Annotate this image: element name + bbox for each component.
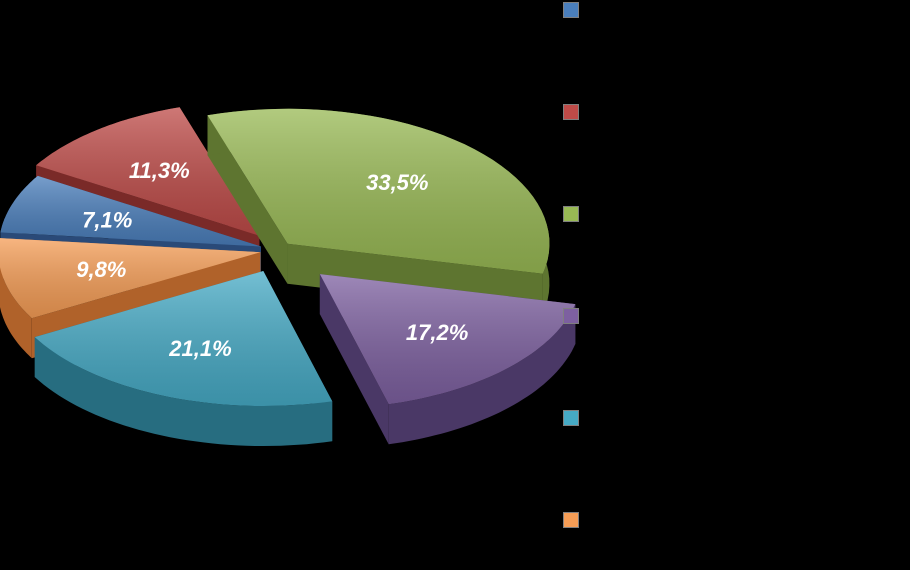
labels-layer: 7,1% 11,3% 33,5% 17,2% 21,1% 9,8% bbox=[76, 158, 468, 361]
pie-slice-edge-end-4 bbox=[319, 274, 389, 445]
pie-slice-side-5 bbox=[34, 337, 333, 446]
legend-item-3 bbox=[563, 206, 581, 224]
data-label-3: 33,5% bbox=[366, 170, 428, 195]
legend-swatch-3 bbox=[563, 206, 579, 222]
legend-swatch-2 bbox=[563, 104, 579, 120]
legend-item-6 bbox=[563, 512, 581, 530]
legend-item-5 bbox=[563, 410, 581, 428]
pie-slice-3 bbox=[207, 108, 550, 314]
data-label-6: 9,8% bbox=[76, 257, 126, 282]
pie-slice-5 bbox=[34, 271, 333, 446]
pie-slice-shine-6 bbox=[0, 238, 261, 319]
pie-slice-shine-3 bbox=[207, 108, 550, 274]
pie-slice-side-6 bbox=[0, 267, 32, 359]
pie-slice-shine-4 bbox=[319, 274, 576, 405]
data-label-4: 17,2% bbox=[406, 320, 468, 345]
legend-item-4 bbox=[563, 308, 581, 326]
legend-swatch-4 bbox=[563, 308, 579, 324]
legend-swatch-5 bbox=[563, 410, 579, 426]
data-label-1: 7,1% bbox=[82, 208, 132, 233]
pie-slice-side-4 bbox=[388, 304, 576, 445]
pie-slice-edge-start-3 bbox=[207, 115, 288, 284]
legend-swatch-1 bbox=[563, 2, 579, 18]
data-label-2: 11,3% bbox=[129, 158, 190, 183]
pie-slice-shine-2 bbox=[36, 107, 260, 236]
pie-slice-shine-1 bbox=[0, 175, 262, 247]
legend-swatch-6 bbox=[563, 512, 579, 528]
data-label-5: 21,1% bbox=[168, 336, 231, 361]
legend-item-1 bbox=[563, 2, 581, 20]
pie-slice-4 bbox=[319, 274, 576, 445]
legend-item-2 bbox=[563, 104, 581, 122]
pie-slice-shine-5 bbox=[34, 271, 333, 406]
slices-layer bbox=[0, 107, 576, 446]
